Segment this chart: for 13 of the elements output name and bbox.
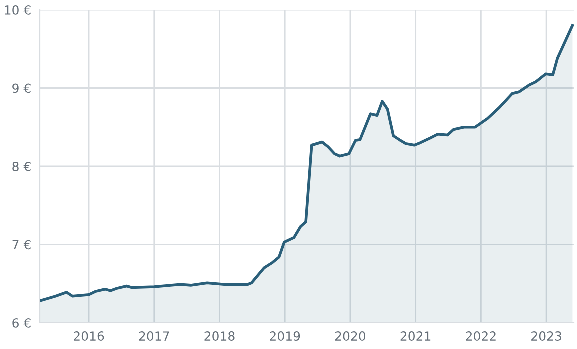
y-tick-label: 10 € [5, 5, 31, 15]
y-tick-label: 8 € [12, 162, 31, 172]
x-tick-label: 2022 [466, 332, 496, 342]
y-tick-label: 7 € [12, 240, 31, 250]
x-tick-label: 2020 [335, 332, 366, 342]
x-tick-label: 2021 [400, 332, 431, 342]
y-tick-label: 9 € [12, 84, 31, 94]
x-tick-label: 2016 [74, 332, 104, 342]
x-tick-label: 2018 [204, 332, 235, 342]
y-tick-label: 6 € [12, 318, 31, 328]
x-tick-label: 2019 [270, 332, 300, 342]
x-tick-label: 2017 [139, 332, 170, 342]
x-tick-label: 2023 [532, 332, 562, 342]
